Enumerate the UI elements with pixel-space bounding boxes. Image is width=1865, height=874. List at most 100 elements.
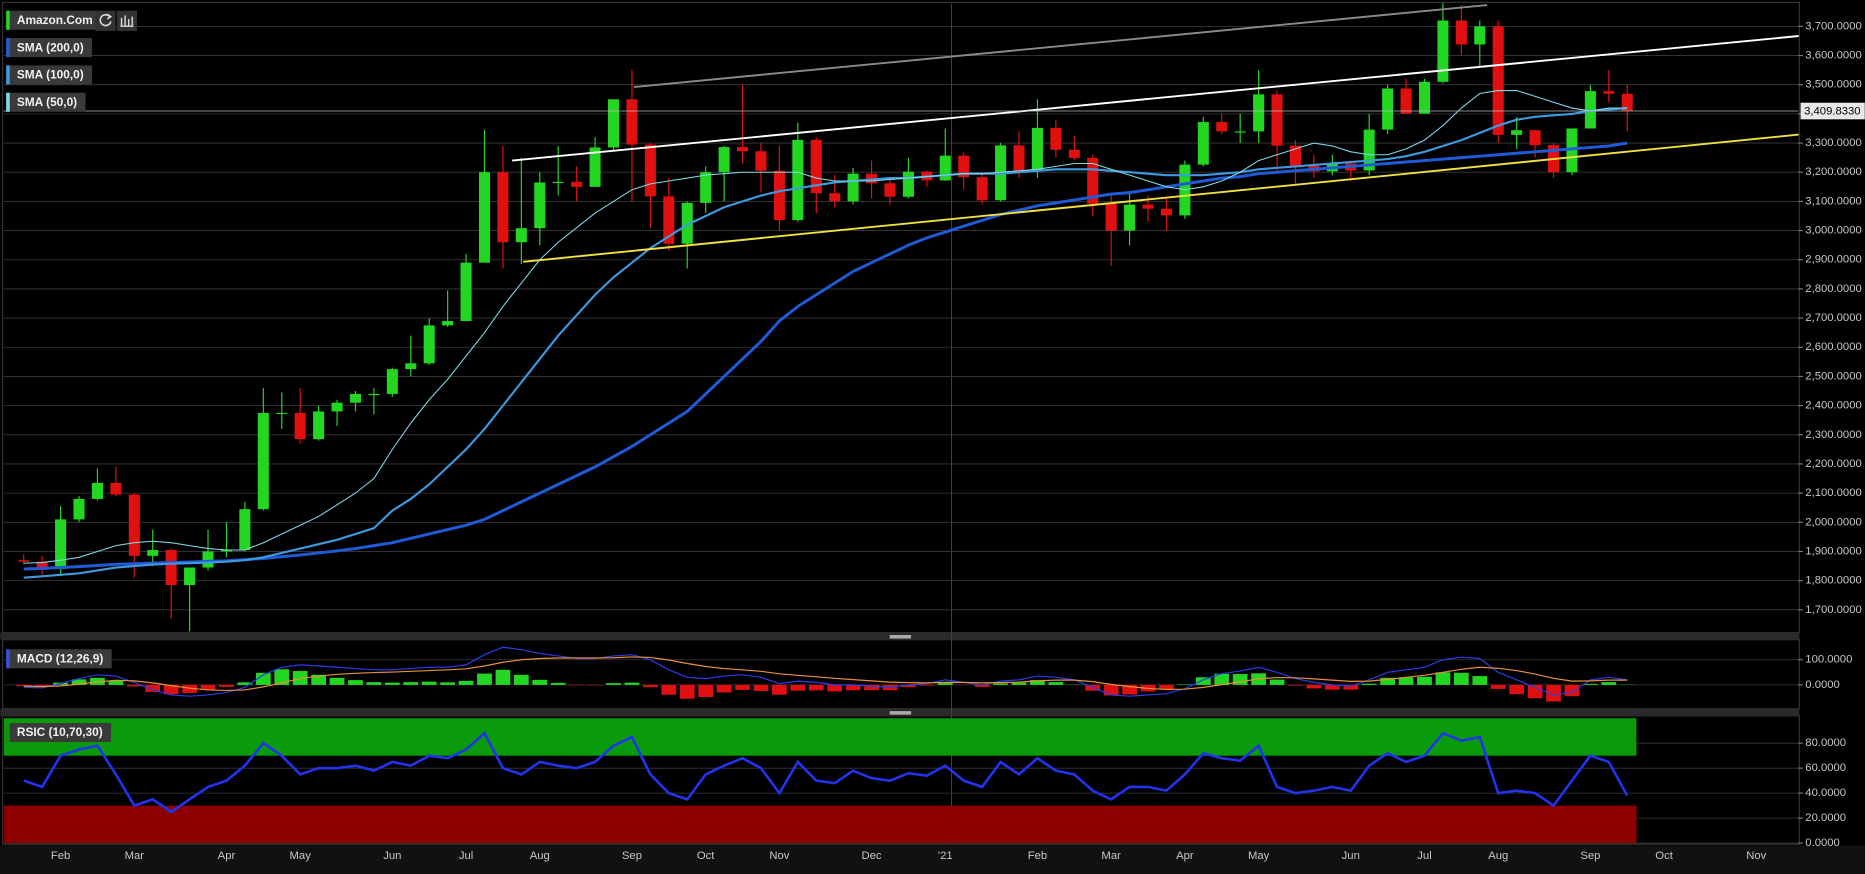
y-tick-label: 2,200.0000 xyxy=(1805,458,1861,470)
histogram-bar xyxy=(919,684,935,686)
candle-body xyxy=(755,151,767,171)
candle-body xyxy=(220,550,232,552)
histogram-bar xyxy=(790,684,806,691)
histogram-bar xyxy=(237,682,253,685)
x-tick-label: '21 xyxy=(938,850,953,862)
x-tick-label: Dec xyxy=(862,850,882,862)
histogram-bar xyxy=(292,671,308,685)
histogram-bar xyxy=(163,684,179,695)
y-tick-label: 2,100.0000 xyxy=(1805,487,1861,499)
candle-body xyxy=(442,321,454,326)
last-price-box xyxy=(1800,102,1865,120)
y-tick-label: 3,200.0000 xyxy=(1805,166,1861,178)
histogram-bar xyxy=(1306,684,1322,689)
candle-body xyxy=(423,325,435,364)
splitter-handle[interactable] xyxy=(889,634,912,639)
sma-line xyxy=(23,90,1628,564)
histogram-bar xyxy=(1122,684,1137,695)
legend-box xyxy=(6,649,112,669)
y-tick-label: 2,000.0000 xyxy=(1805,516,1861,528)
histogram-bar xyxy=(1361,683,1377,685)
histogram-bar xyxy=(495,669,511,685)
x-tick-label: Mar xyxy=(125,850,145,862)
candle-body xyxy=(165,550,177,586)
x-tick-label: Sep xyxy=(622,850,642,862)
histogram-bar xyxy=(1417,676,1432,685)
candle-body xyxy=(1621,93,1633,112)
candle-body xyxy=(1031,127,1043,171)
candle-body xyxy=(515,228,527,243)
histogram-bar xyxy=(1453,672,1469,685)
candle-body xyxy=(1603,91,1615,94)
candle-body xyxy=(1050,127,1062,150)
candle-body xyxy=(1492,26,1504,135)
candle-body xyxy=(1160,208,1172,216)
x-tick-label: May xyxy=(290,850,312,862)
histogram-bar xyxy=(1214,673,1230,685)
candle-body xyxy=(1529,130,1541,146)
histogram-bar xyxy=(348,680,363,685)
y-tick-label: 2,700.0000 xyxy=(1805,312,1861,324)
y-tick-label: 1,700.0000 xyxy=(1805,604,1861,616)
histogram-bar xyxy=(661,684,677,695)
legend-swatch xyxy=(6,10,10,30)
candle-body xyxy=(110,482,122,495)
histogram-bar xyxy=(366,682,382,685)
histogram-bar xyxy=(1103,684,1119,696)
histogram-bar xyxy=(477,673,492,685)
candle-body xyxy=(349,393,362,403)
candle-body xyxy=(331,402,343,412)
x-tick-label: May xyxy=(1248,850,1270,862)
histogram-bar xyxy=(1527,684,1543,699)
y-tick-label: 3,100.0000 xyxy=(1805,195,1861,207)
y-tick-label: 2,600.0000 xyxy=(1805,341,1861,353)
candle-body xyxy=(1382,88,1394,130)
x-tick-label: Nov xyxy=(769,850,789,862)
x-tick-label: Sep xyxy=(1580,850,1600,862)
legend-swatch xyxy=(6,65,10,85)
x-tick-label: Nov xyxy=(1746,850,1766,862)
candle-body xyxy=(386,369,398,394)
legend-label: SMA (50,0) xyxy=(17,95,77,109)
histogram-bar xyxy=(1343,684,1359,690)
histogram-bar xyxy=(550,682,566,685)
candle-body xyxy=(626,99,638,145)
y-tick-label: 2,400.0000 xyxy=(1805,400,1861,412)
histogram-bar xyxy=(569,684,585,686)
candle-body xyxy=(276,412,288,415)
settings-icon[interactable] xyxy=(116,10,137,31)
candle-body xyxy=(1363,129,1375,171)
splitter-handle[interactable] xyxy=(889,711,912,715)
y-tick-label: 2,900.0000 xyxy=(1805,254,1861,266)
candle-body xyxy=(1013,145,1025,171)
candle-body xyxy=(1197,122,1209,165)
legend-box xyxy=(6,92,86,112)
candle-body xyxy=(1234,131,1246,133)
candle-body xyxy=(718,147,730,173)
histogram-bar xyxy=(753,684,769,691)
candle-body xyxy=(18,560,30,562)
candle-body xyxy=(847,173,859,202)
candle-body xyxy=(976,177,988,201)
histogram-bar xyxy=(1435,672,1451,685)
candle-body xyxy=(1068,149,1080,158)
candle-body xyxy=(91,482,103,499)
candle-body xyxy=(939,155,951,181)
histogram-bar xyxy=(735,684,750,690)
refresh-icon[interactable] xyxy=(95,10,116,31)
x-tick-label: Aug xyxy=(1488,850,1508,862)
candle-body xyxy=(1105,203,1117,231)
histogram-bar xyxy=(1324,684,1340,690)
histogram-bar xyxy=(1159,684,1174,690)
candle-body xyxy=(571,181,583,187)
histogram-bar xyxy=(901,684,916,688)
candle-body xyxy=(663,196,675,244)
histogram-bar xyxy=(329,677,345,685)
histogram-bar xyxy=(16,684,32,687)
x-tick-label: Feb xyxy=(1028,850,1047,862)
histogram-bar xyxy=(513,674,529,685)
histogram-bar xyxy=(716,684,732,693)
rsi-band xyxy=(3,718,1637,756)
histogram-bar xyxy=(1546,684,1561,702)
